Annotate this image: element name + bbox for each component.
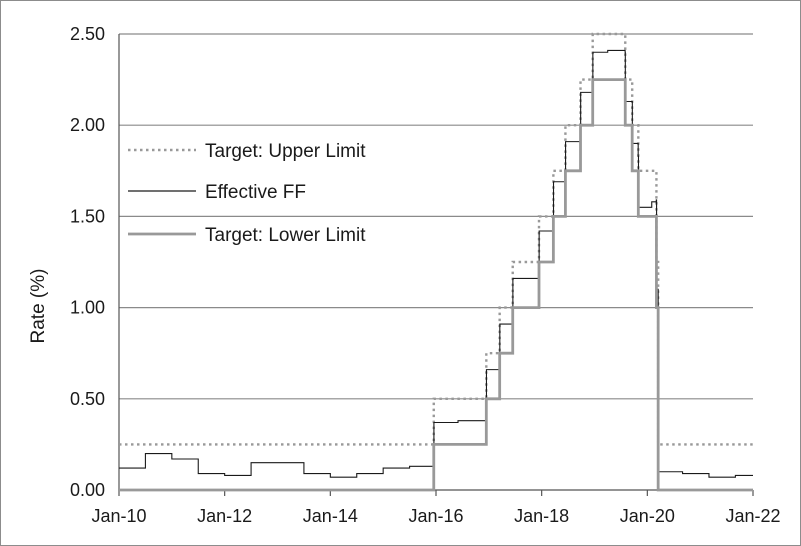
x-tick-label: Jan-10 (91, 506, 146, 526)
y-tick-label: 0.50 (70, 389, 105, 409)
x-tick-label: Jan-16 (408, 506, 463, 526)
legend-label-0: Target: Upper Limit (205, 141, 366, 162)
x-tick-label: Jan-12 (197, 506, 252, 526)
legend: Target: Upper Limit Effective FF Target: L… (128, 141, 366, 246)
y-tick-label: 0.00 (70, 480, 105, 500)
tick-labels: 0.00 0.50 1.00 1.50 2.00 2.50 Jan-10 Jan-12 Jan-… (70, 24, 781, 526)
legend-label-2: Target: Lower Limit (205, 225, 366, 246)
y-tick-label: 1.50 (70, 206, 105, 226)
y-axis-label: Rate (%) (28, 269, 49, 344)
y-tick-label: 2.50 (70, 24, 105, 44)
series-line-1 (119, 49, 753, 478)
x-tick-label: Jan-14 (303, 506, 358, 526)
series-layer (119, 32, 753, 492)
gridlines (119, 33, 753, 400)
series-line-0 (119, 32, 753, 446)
legend-label-1: Effective FF (205, 182, 306, 203)
x-tick-label: Jan-22 (725, 506, 780, 526)
x-tick-label: Jan-20 (620, 506, 675, 526)
y-tick-label: 1.00 (70, 298, 105, 318)
x-tick-label: Jan-18 (514, 506, 569, 526)
y-tick-label: 2.00 (70, 115, 105, 135)
series-line-2 (119, 78, 753, 492)
